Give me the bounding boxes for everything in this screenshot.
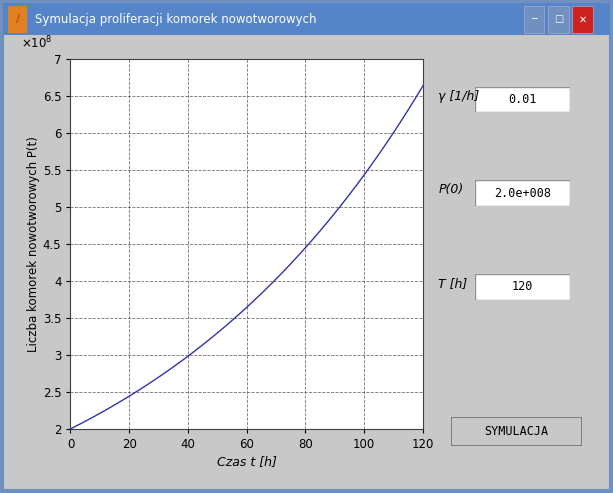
Text: /: /: [15, 14, 20, 25]
Y-axis label: Liczba komorek nowotworowych P(t): Liczba komorek nowotworowych P(t): [27, 136, 40, 352]
Bar: [524, 6, 544, 33]
Bar: [548, 6, 569, 33]
X-axis label: Czas t [h]: Czas t [h]: [217, 455, 276, 468]
Text: γ [1/h]: γ [1/h]: [438, 90, 479, 103]
Text: SYMULACJA: SYMULACJA: [484, 425, 549, 438]
Text: T [h]: T [h]: [438, 277, 468, 290]
Text: □: □: [554, 14, 563, 25]
Text: ─: ─: [531, 14, 537, 25]
Text: 120: 120: [512, 281, 533, 293]
Bar: [8, 6, 28, 33]
Bar: [573, 6, 593, 33]
Text: P(0): P(0): [438, 183, 463, 196]
Text: Symulacja proliferacji komorek nowotworowych: Symulacja proliferacji komorek nowotworo…: [34, 13, 316, 26]
Text: ✕: ✕: [579, 14, 587, 25]
Text: $\times 10^8$: $\times 10^8$: [21, 35, 53, 52]
Text: 0.01: 0.01: [508, 93, 537, 106]
Text: 2.0e+008: 2.0e+008: [494, 187, 551, 200]
